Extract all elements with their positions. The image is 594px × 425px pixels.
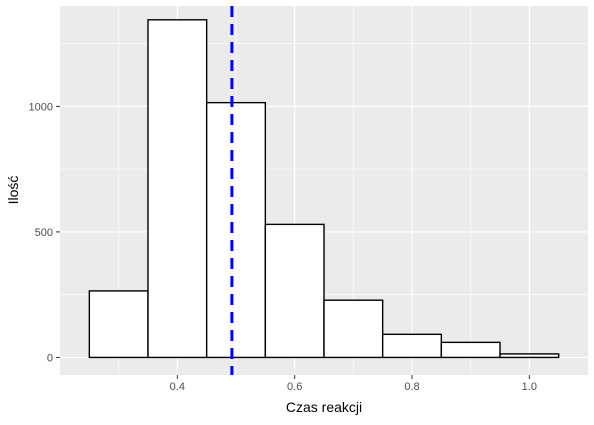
x-tick-label: 0.4 — [170, 381, 185, 393]
x-tick-label: 1.0 — [522, 381, 537, 393]
histogram-bar — [147, 19, 208, 359]
x-tick-label: 0.8 — [404, 381, 419, 393]
histogram-bar — [499, 353, 560, 359]
histogram-bar — [381, 333, 443, 359]
x-axis-title: Czas reakcji — [286, 399, 362, 415]
histogram-bar — [440, 341, 501, 359]
histogram-bar — [88, 290, 149, 359]
x-tick-label: 0.6 — [287, 381, 302, 393]
histogram-bar — [323, 299, 384, 359]
y-tick-label: 500 — [35, 227, 53, 239]
histogram-bar — [264, 223, 325, 359]
histogram-bar — [205, 101, 267, 359]
y-tick-label: 1000 — [29, 101, 53, 113]
x-axis: 0.4 0.6 0.8 1.0 — [170, 375, 537, 393]
y-axis: 0 500 1000 — [29, 101, 60, 364]
y-tick-label: 0 — [47, 352, 53, 364]
histogram-bars — [88, 19, 560, 359]
y-axis-title: Ilość — [5, 176, 21, 205]
